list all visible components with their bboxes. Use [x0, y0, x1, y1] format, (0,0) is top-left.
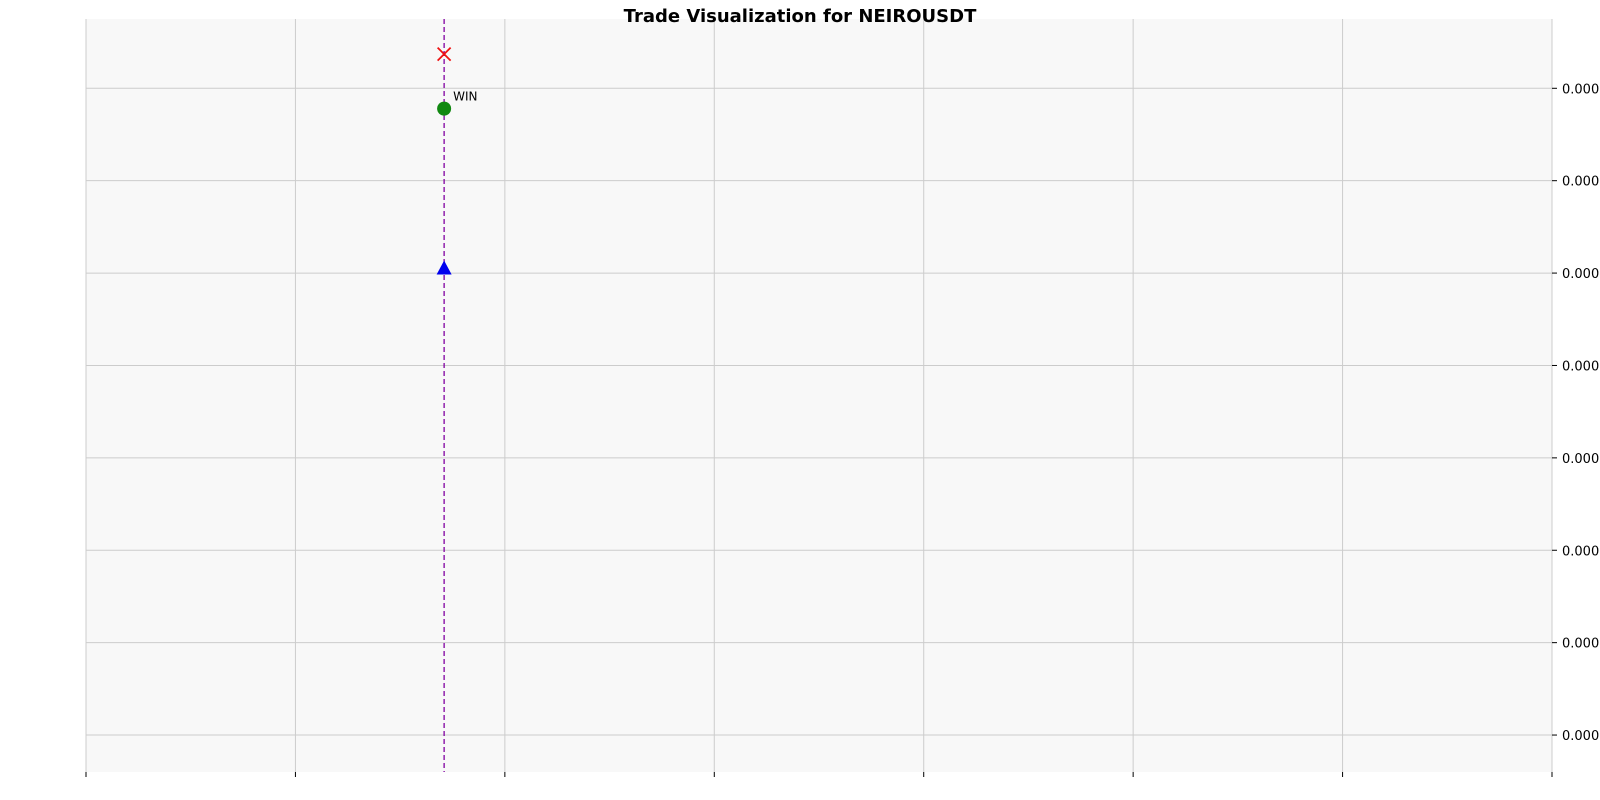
x-axis — [85, 772, 1553, 777]
y-tick-label: 0.000 — [1562, 544, 1599, 559]
exit-marker — [436, 46, 452, 62]
y-tick-label: 0.000 — [1562, 175, 1599, 190]
chart-title: Trade Visualization for NEIROUSDT — [624, 6, 977, 27]
exit-marker-stroke — [436, 46, 452, 62]
grid — [85, 19, 1553, 772]
y-tick-label: 0.000 — [1562, 267, 1599, 282]
plot-area — [86, 19, 1552, 772]
win-label: WIN — [453, 90, 477, 104]
y-tick-label: 0.000 — [1562, 637, 1599, 652]
win-marker — [437, 101, 452, 116]
y-tick-label: 0.000 — [1562, 359, 1599, 374]
annotations: WIN — [453, 90, 477, 104]
entry-marker — [436, 260, 452, 275]
y-tick-label: 0.000 — [1562, 729, 1599, 744]
y-axis: 0.000 0.000 0.000 0.000 0.000 0.000 0.000 0.000 — [1552, 82, 1599, 744]
y-tick-label: 0.000 — [1562, 82, 1599, 97]
y-tick-label: 0.000 — [1562, 452, 1599, 467]
points-layer — [436, 46, 452, 275]
